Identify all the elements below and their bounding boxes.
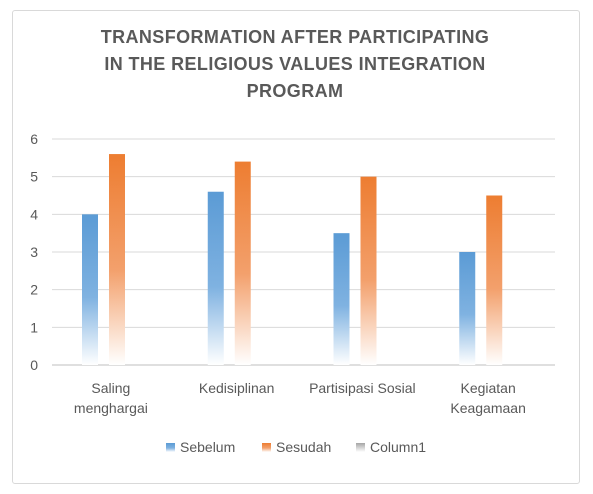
y-tick-label-4: 4 xyxy=(30,206,38,222)
y-axis-ticks: 0 1 2 3 4 5 6 xyxy=(30,131,38,373)
legend-label-sebelum: Sebelum xyxy=(180,439,235,455)
bar-sesudah-1 xyxy=(234,161,251,365)
chart-title-line-2: IN THE RELIGIOUS VALUES INTEGRATION xyxy=(104,54,486,74)
bars xyxy=(82,154,503,365)
chart-title-line-3: PROGRAM xyxy=(246,81,344,101)
gridlines xyxy=(52,138,555,366)
x-category-label-0: Saling menghargai xyxy=(74,380,148,416)
y-tick-label-0: 0 xyxy=(30,357,38,373)
bar-sebelum-2 xyxy=(333,233,350,365)
legend: Sebelum Sesudah Column1 xyxy=(166,439,426,455)
x-category-line-3-1: Keagamaan xyxy=(450,400,526,416)
x-category-label-1: Kedisiplinan xyxy=(199,380,275,396)
y-tick-label-3: 3 xyxy=(30,244,38,260)
bar-sesudah-2 xyxy=(360,176,377,365)
legend-label-sesudah: Sesudah xyxy=(276,439,331,455)
y-tick-label-1: 1 xyxy=(30,319,38,335)
legend-swatch-sebelum xyxy=(166,443,175,452)
y-tick-label-5: 5 xyxy=(30,169,38,185)
chart-title: TRANSFORMATION AFTER PARTICIPATING IN TH… xyxy=(70,24,520,105)
bar-sebelum-0 xyxy=(82,214,98,365)
x-category-line-0-1: menghargai xyxy=(74,400,148,416)
bar-sesudah-0 xyxy=(109,154,125,365)
chart-frame xyxy=(12,10,580,484)
legend-swatch-sesudah xyxy=(262,443,271,452)
legend-label-column1: Column1 xyxy=(370,439,426,455)
x-category-label-2: Partisipasi Sosial xyxy=(309,380,416,396)
bar-sesudah-3 xyxy=(486,195,503,365)
x-category-line-1-0: Kedisiplinan xyxy=(199,380,275,396)
chart-title-line-1: TRANSFORMATION AFTER PARTICIPATING xyxy=(100,27,490,47)
y-tick-label-2: 2 xyxy=(30,282,38,298)
x-category-line-0-0: Saling xyxy=(91,380,130,396)
x-category-line-2-0: Partisipasi Sosial xyxy=(309,380,416,396)
x-category-line-3-0: Kegiatan xyxy=(460,380,515,396)
bar-sebelum-3 xyxy=(459,252,476,365)
legend-swatch-column1 xyxy=(356,443,365,452)
y-tick-label-6: 6 xyxy=(30,131,38,147)
x-axis-categories: Saling menghargai Kedisiplinan Partisipasi … xyxy=(74,380,526,416)
x-category-label-3: Kegiatan Keagamaan xyxy=(450,380,526,416)
bar-sebelum-1 xyxy=(207,191,224,365)
